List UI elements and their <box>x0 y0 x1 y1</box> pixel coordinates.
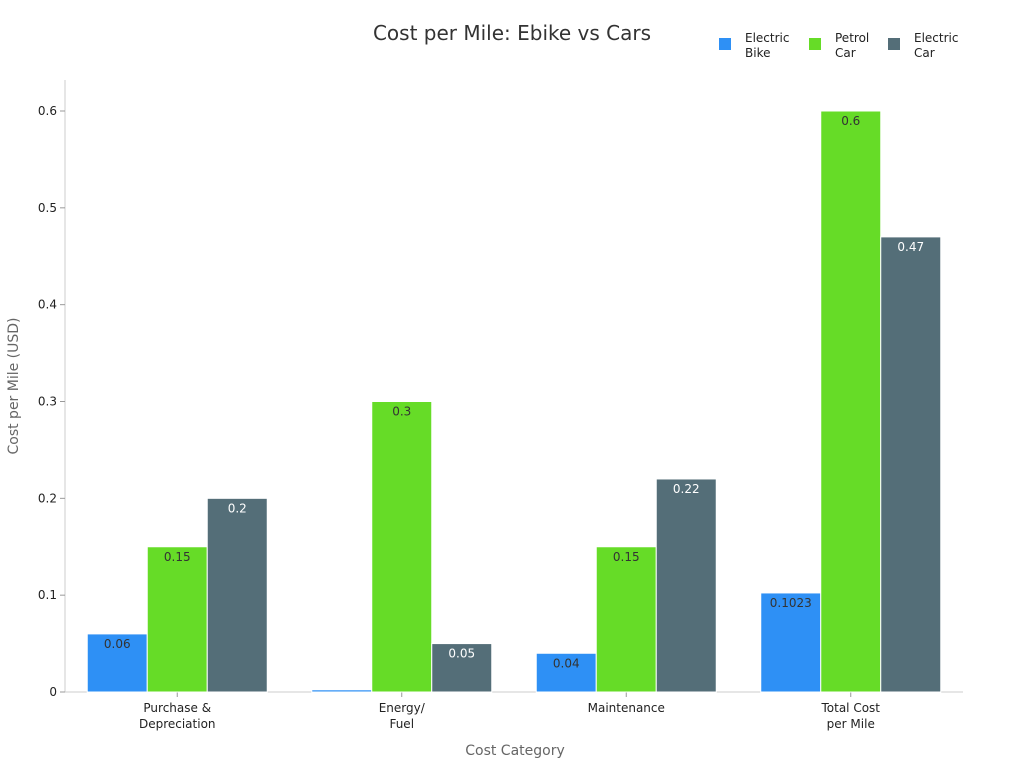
chart-title: Cost per Mile: Ebike vs Cars <box>373 21 651 45</box>
data-label: 0.05 <box>448 647 475 661</box>
data-labels: 0.06 0.15 0.2 0.3 0.05 0.04 0.15 0.22 0.1023 0.6 0… <box>104 114 924 670</box>
y-tick-label: 0.2 <box>38 491 57 505</box>
data-label: 0.1023 <box>770 596 812 610</box>
data-label: 0.6 <box>841 114 860 128</box>
legend-label: Electric Bike <box>745 31 789 60</box>
y-tick-label: 0.1 <box>38 588 57 602</box>
y-tick-label: 0.5 <box>38 201 57 215</box>
y-tick-label: 0 <box>49 685 57 699</box>
y-tick-label: 0.3 <box>38 395 57 409</box>
x-tick-label: Purchase & Depreciation <box>139 701 216 731</box>
legend-swatch <box>888 38 900 50</box>
x-axis: Purchase & Depreciation Energy/Fuel Mainten… <box>65 691 963 731</box>
x-axis-title: Cost Category <box>465 743 565 759</box>
bar <box>535 652 597 693</box>
legend-label: Electric Car <box>914 31 958 60</box>
legend-swatch <box>719 38 731 50</box>
data-label: 0.2 <box>228 501 247 515</box>
data-label: 0.06 <box>104 637 131 651</box>
bar <box>820 110 882 693</box>
bar <box>146 546 208 693</box>
legend-swatch <box>809 38 821 50</box>
data-label: 0.3 <box>392 405 411 419</box>
bars <box>86 110 942 693</box>
data-label: 0.22 <box>673 482 700 496</box>
bar <box>760 592 822 693</box>
x-tick-label: Maintenance <box>588 701 665 715</box>
y-tick-label: 0.4 <box>38 298 57 312</box>
y-axis-title: Cost per Mile (USD) <box>6 317 22 454</box>
bar <box>880 236 942 693</box>
x-tick-label: Energy/Fuel <box>379 701 426 731</box>
bar <box>431 643 493 693</box>
data-label: 0.15 <box>613 550 640 564</box>
data-label: 0.15 <box>164 550 191 564</box>
data-label: 0.47 <box>897 240 924 254</box>
x-tick-label: Total Cost per Mile <box>820 701 880 731</box>
y-axis: 0 0.1 0.2 0.3 0.4 0.5 0.6 <box>38 80 66 699</box>
legend-label: Petrol Car <box>835 31 869 60</box>
bar <box>206 497 268 693</box>
bar <box>595 546 657 693</box>
bar <box>311 689 373 693</box>
legend: Electric Bike Petrol Car Electric Car <box>719 31 958 60</box>
bar <box>371 401 433 693</box>
bar <box>655 478 717 693</box>
data-label: 0.04 <box>553 656 580 670</box>
y-tick-label: 0.6 <box>38 104 57 118</box>
